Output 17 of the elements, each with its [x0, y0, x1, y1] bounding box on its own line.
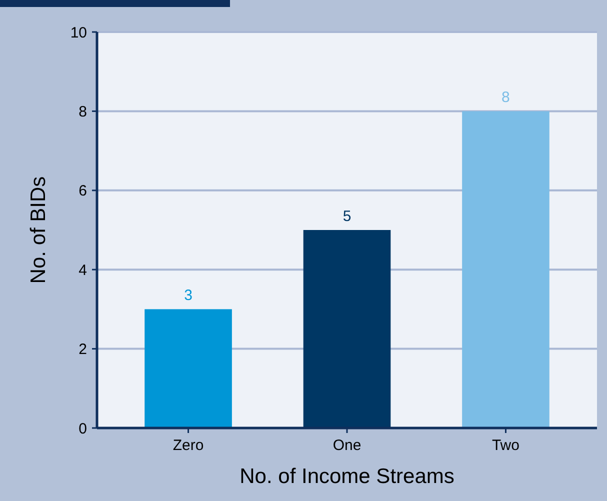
data-label: 8 — [502, 89, 510, 106]
y-tick-label: 0 — [78, 420, 87, 438]
y-tick-label: 8 — [78, 103, 87, 120]
x-axis-title: No. of Income Streams — [240, 465, 454, 488]
x-tick-label: One — [332, 437, 362, 454]
data-label: 3 — [184, 287, 192, 304]
bar — [462, 111, 550, 428]
data-label: 5 — [342, 208, 352, 225]
y-tick-label: 4 — [78, 262, 87, 279]
y-tick-label: 2 — [78, 341, 87, 358]
y-axis-title: No. of BIDs — [27, 176, 50, 284]
y-tick-label: 10 — [70, 24, 87, 42]
x-tick-label: Two — [492, 437, 520, 454]
bar — [303, 230, 391, 428]
bar — [144, 309, 232, 428]
y-tick-label: 6 — [78, 182, 87, 200]
x-tick-label: Zero — [172, 437, 204, 454]
